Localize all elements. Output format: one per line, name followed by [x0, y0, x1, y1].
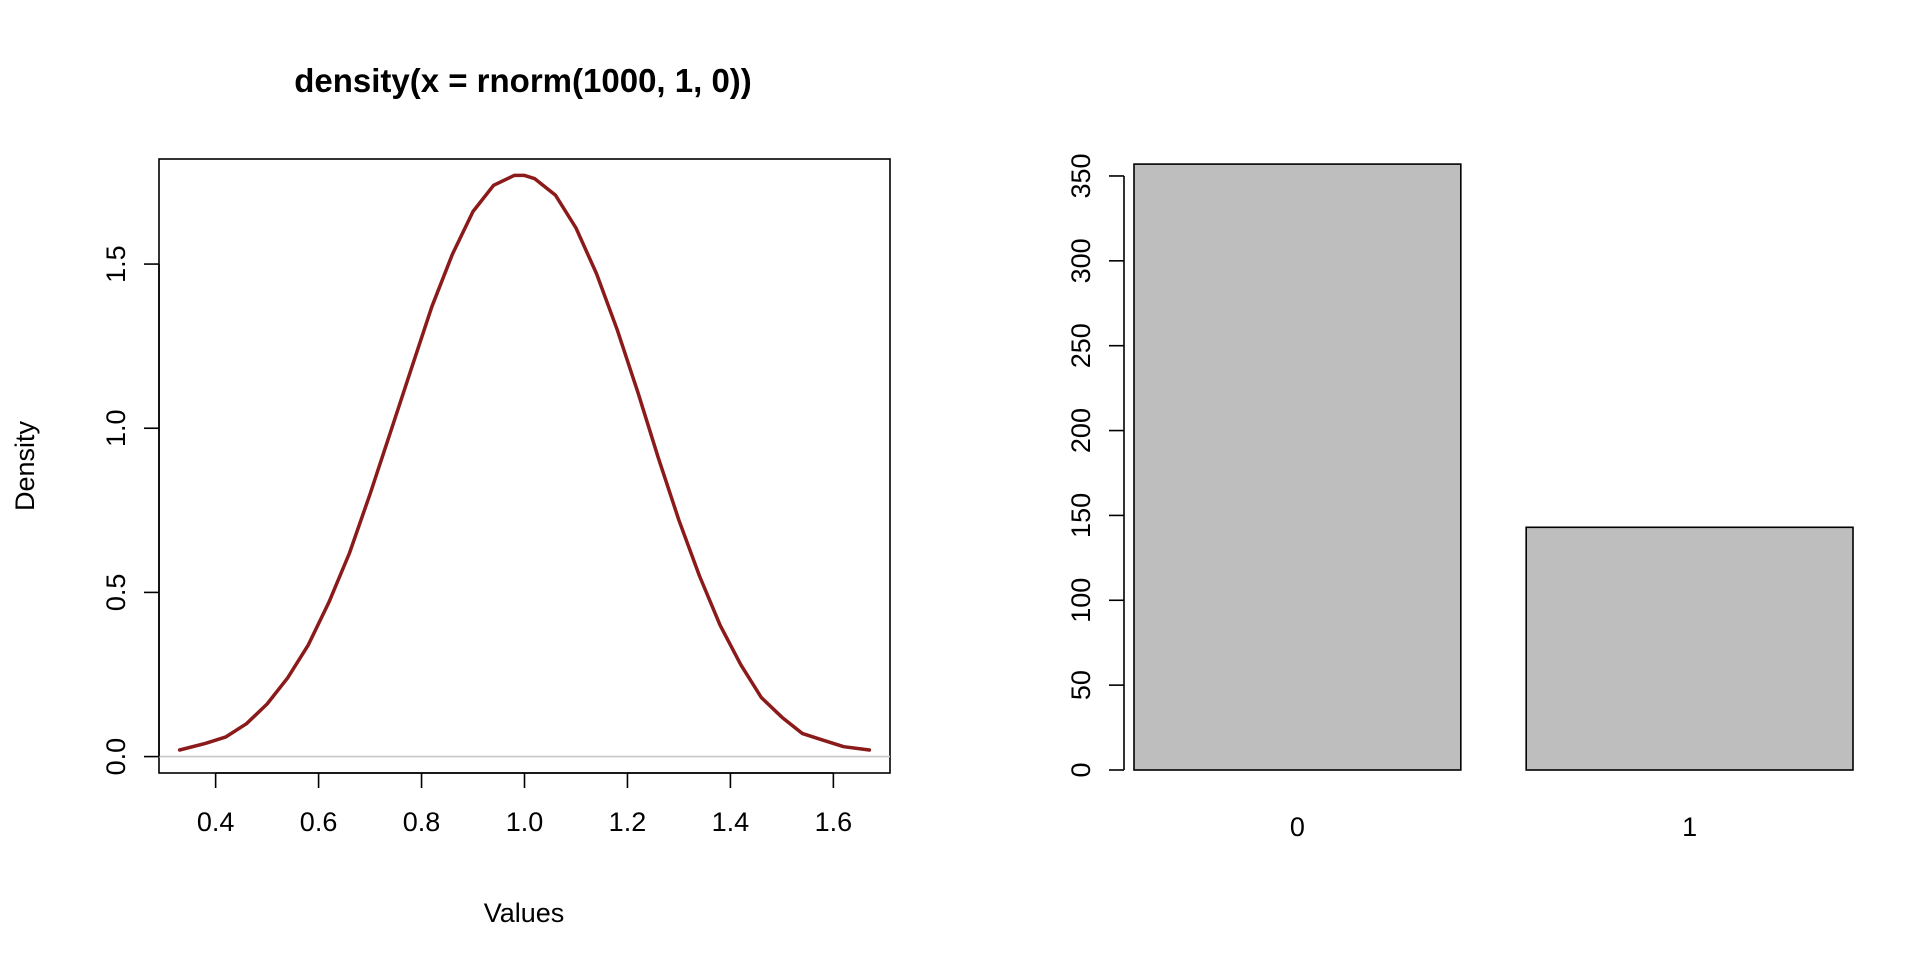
- y-tick-label: 0.5: [101, 574, 131, 612]
- density-series: [177, 173, 872, 752]
- x-tick-label: 1.4: [712, 807, 750, 837]
- y-tick-label: 150: [1066, 493, 1096, 538]
- x-tick-label: 0.6: [300, 807, 338, 837]
- y-tick-label: 50: [1066, 670, 1096, 700]
- y-tick-label: 300: [1066, 238, 1096, 283]
- x-tick-label: 0.8: [403, 807, 441, 837]
- bar: [1133, 163, 1462, 771]
- plot-frame: [158, 158, 891, 774]
- bars: [1133, 163, 1854, 771]
- category-label: 0: [1290, 812, 1305, 842]
- x-axis-label: Values: [484, 898, 565, 928]
- y-tick-label: 250: [1066, 323, 1096, 368]
- x-tick-label: 1.6: [815, 807, 853, 837]
- y-axis-label: Density: [10, 420, 40, 511]
- y-tick-label: 1.5: [101, 245, 131, 283]
- y-tick-label: 200: [1066, 408, 1096, 453]
- bar: [1525, 526, 1854, 771]
- y-axis: 0 50 100 150 200 250 300 350: [1066, 153, 1125, 778]
- y-tick-label: 1.0: [101, 409, 131, 447]
- y-axis: 0.0 0.5 1.0 1.5: [101, 245, 160, 776]
- y-tick-label: 0.0: [101, 738, 131, 776]
- density-curve: [177, 173, 872, 752]
- x-axis: 0.4 0.6 0.8 1.0 1.2 1.4 1.6: [197, 772, 853, 837]
- y-tick-label: 350: [1066, 153, 1096, 198]
- x-tick-label: 1.0: [506, 807, 544, 837]
- x-tick-label: 0.4: [197, 807, 235, 837]
- density-plot: density(x = rnorm(1000, 1, 0)) 0.4 0.6 0.8…: [10, 62, 891, 928]
- y-tick-label: 0: [1066, 762, 1096, 777]
- chart-title: density(x = rnorm(1000, 1, 0)): [294, 62, 752, 99]
- y-tick-label: 100: [1066, 578, 1096, 623]
- x-tick-label: 1.2: [609, 807, 647, 837]
- category-label: 1: [1682, 812, 1697, 842]
